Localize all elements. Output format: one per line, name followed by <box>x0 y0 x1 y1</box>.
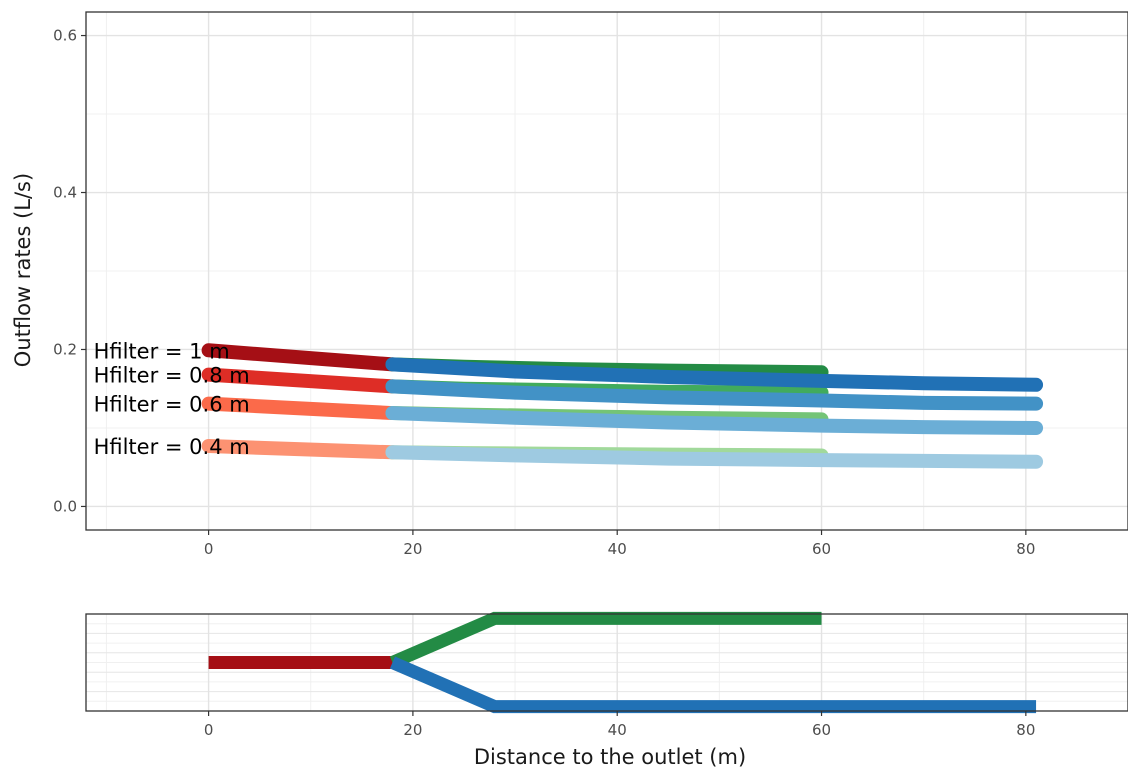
series-line-branch-blue <box>385 357 1044 392</box>
series-line-branch-blue <box>385 406 1044 435</box>
y-tick-label: 0.2 <box>53 340 77 358</box>
x-tick-label: 40 <box>608 540 627 558</box>
network-segment-branch-green <box>389 611 822 669</box>
y-tick-label: 0.6 <box>53 27 77 45</box>
y-axis-title: Outflow rates (L/s) <box>11 173 35 367</box>
x-axis-title: Distance to the outlet (m) <box>474 745 746 769</box>
series-line-upstream <box>201 439 400 460</box>
x-tick-label: 60 <box>812 721 831 739</box>
x-tick-label: 60 <box>812 540 831 558</box>
series-line-branch-blue <box>385 379 1044 411</box>
series-line-upstream <box>201 367 400 394</box>
series-label: Hfilter = 0.6 m <box>94 393 250 417</box>
y-tick-label: 0.4 <box>53 184 77 202</box>
x-tick-label: 80 <box>1016 540 1035 558</box>
series-line-branch-blue <box>385 445 1044 469</box>
network-segment-branch-blue <box>389 656 1037 714</box>
series-label: Hfilter = 0.4 m <box>94 435 250 459</box>
x-tick-label: 0 <box>204 721 214 739</box>
x-tick-label: 0 <box>204 540 214 558</box>
series-line-upstream <box>201 343 400 372</box>
plot-border <box>85 613 1128 712</box>
plot-border <box>85 11 1128 531</box>
x-tick-label: 20 <box>403 540 422 558</box>
series-line-upstream <box>201 396 400 421</box>
series-label: Hfilter = 1 m <box>94 339 230 363</box>
x-tick-label: 40 <box>608 721 627 739</box>
x-tick-label: 80 <box>1016 721 1035 739</box>
y-tick-label: 0.0 <box>53 497 77 515</box>
x-tick-label: 20 <box>403 721 422 739</box>
network-plot-panel: 0 20 40 60 80 <box>85 611 1128 739</box>
series-label: Hfilter = 0.8 m <box>94 364 250 388</box>
